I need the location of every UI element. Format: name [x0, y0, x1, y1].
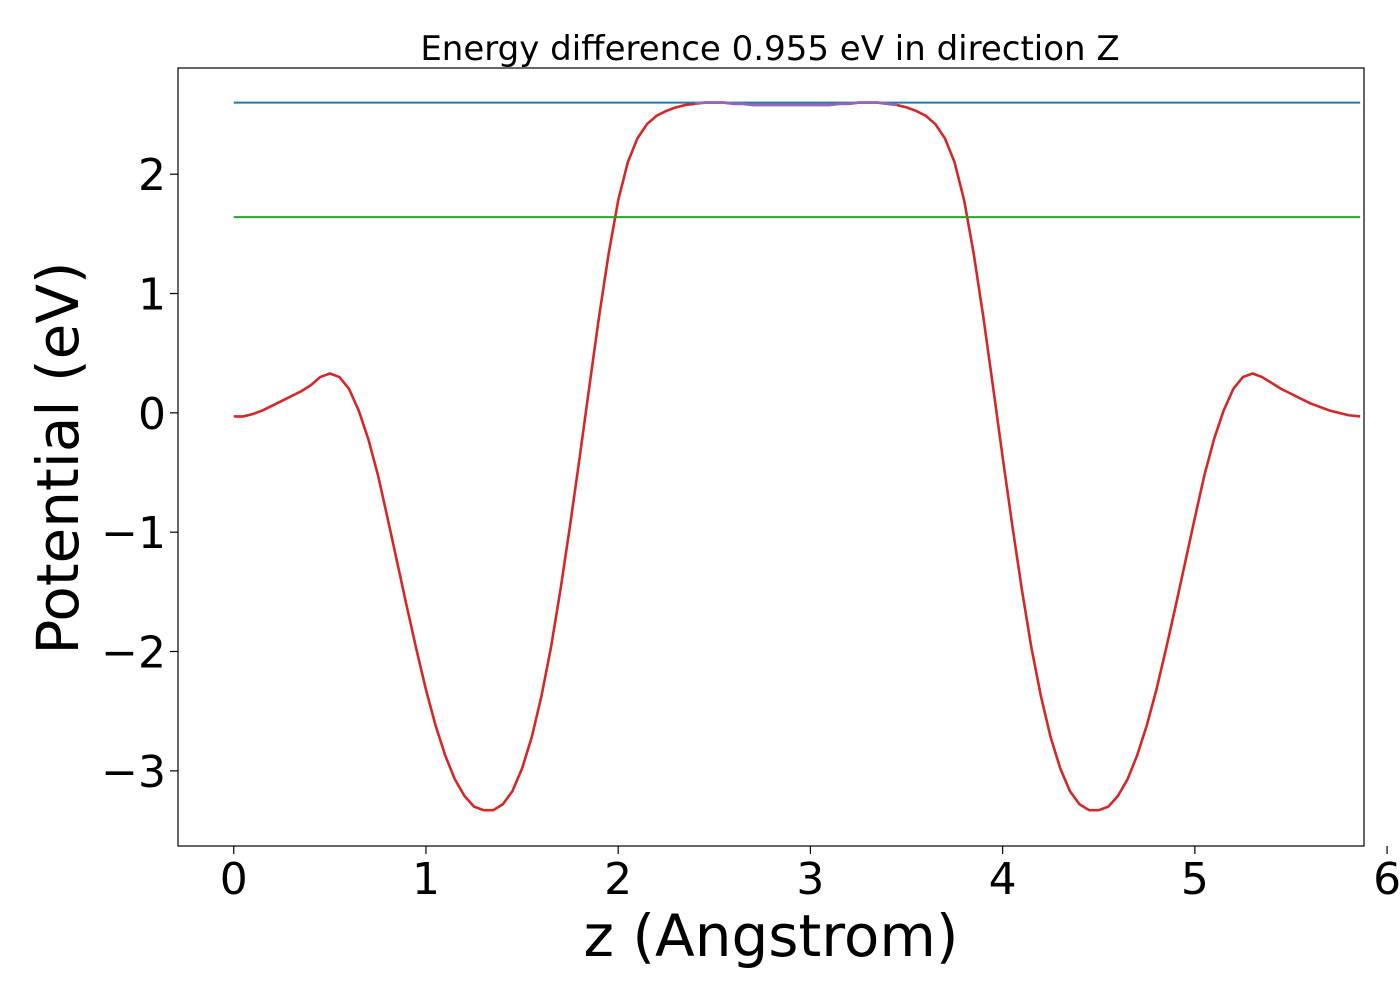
y-tick-label: −3	[101, 747, 166, 798]
x-tick-label: 4	[989, 854, 1017, 905]
y-axis-label: Potential (eV)	[24, 261, 92, 654]
y-tick-label: 2	[138, 150, 166, 201]
x-tick-label: 5	[1181, 854, 1209, 905]
series-line-4	[694, 101, 898, 107]
x-tick-label: 3	[796, 854, 824, 905]
x-tick-label: 2	[604, 854, 632, 905]
x-axis-label: z (Angstrom)	[584, 902, 959, 970]
y-tick-label: 0	[138, 389, 166, 440]
y-tick-label: −2	[101, 628, 166, 679]
y-tick-label: −1	[101, 508, 166, 559]
x-tick-label: 1	[412, 854, 440, 905]
x-tick-label: 0	[220, 854, 248, 905]
plot-area-frame	[177, 67, 1365, 847]
x-axis-ticks: 0 1 2 3 4 5 6	[220, 846, 1400, 905]
y-tick-label: 1	[138, 270, 166, 321]
chart-title: Energy difference 0.955 eV in direction …	[420, 29, 1119, 69]
series-line-1	[233, 101, 1361, 812]
y-axis-ticks: −3 −2 −1 0 1 2	[101, 150, 178, 798]
x-tick-label: 6	[1373, 854, 1400, 905]
series-layer	[233, 101, 1361, 812]
